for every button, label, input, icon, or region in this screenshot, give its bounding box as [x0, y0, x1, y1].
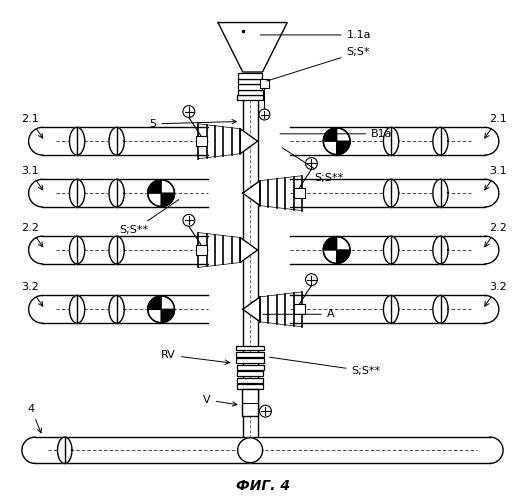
Text: 3.2: 3.2 [485, 282, 507, 306]
Polygon shape [433, 180, 448, 207]
Text: 4: 4 [28, 404, 41, 433]
Polygon shape [43, 296, 208, 323]
Polygon shape [433, 236, 448, 264]
Text: 2.1: 2.1 [485, 114, 507, 138]
Polygon shape [161, 310, 174, 322]
Polygon shape [243, 180, 260, 206]
Text: 2.1: 2.1 [21, 114, 43, 138]
Text: B1a: B1a [280, 129, 393, 139]
Circle shape [306, 274, 318, 285]
Circle shape [323, 128, 350, 154]
Polygon shape [69, 128, 85, 155]
Bar [236, 346, 265, 350]
Bar [293, 304, 304, 314]
Polygon shape [290, 128, 485, 155]
Text: 3.1: 3.1 [485, 166, 507, 190]
Polygon shape [383, 236, 398, 264]
Bar [236, 358, 264, 363]
Polygon shape [290, 180, 485, 207]
Polygon shape [383, 180, 398, 207]
Bar [237, 384, 263, 389]
Polygon shape [29, 180, 43, 207]
Polygon shape [240, 238, 258, 262]
Polygon shape [485, 180, 499, 207]
Polygon shape [433, 128, 448, 155]
Text: S;S**: S;S** [119, 200, 178, 235]
Polygon shape [485, 296, 499, 323]
Polygon shape [161, 193, 174, 206]
Circle shape [148, 296, 174, 322]
Polygon shape [323, 236, 337, 250]
Circle shape [148, 180, 174, 206]
Polygon shape [29, 128, 43, 155]
Polygon shape [58, 437, 72, 464]
Bar [238, 84, 262, 89]
Polygon shape [337, 141, 350, 154]
Circle shape [259, 406, 271, 417]
Polygon shape [383, 128, 398, 155]
Polygon shape [238, 438, 262, 462]
Text: S;S*: S;S* [267, 47, 370, 81]
Polygon shape [485, 236, 499, 264]
Polygon shape [243, 297, 260, 322]
Polygon shape [109, 180, 124, 207]
Circle shape [306, 158, 318, 170]
Polygon shape [290, 236, 485, 264]
Text: 1.1a: 1.1a [260, 30, 371, 40]
Polygon shape [485, 128, 499, 155]
Polygon shape [43, 128, 208, 155]
Polygon shape [109, 296, 124, 323]
Polygon shape [109, 128, 124, 155]
Text: ФИГ. 4: ФИГ. 4 [236, 480, 289, 494]
Bar [236, 352, 264, 357]
Bar [260, 80, 269, 88]
Polygon shape [290, 296, 485, 323]
Bar [237, 90, 262, 95]
Polygon shape [29, 236, 43, 264]
Bar [237, 365, 264, 370]
Polygon shape [243, 74, 258, 443]
Bar [293, 188, 304, 198]
Polygon shape [148, 180, 161, 193]
Polygon shape [29, 296, 43, 323]
Circle shape [259, 109, 270, 120]
Polygon shape [22, 437, 35, 464]
Bar [237, 95, 263, 100]
Bar [238, 73, 262, 78]
Text: 5: 5 [149, 119, 236, 129]
Bar [196, 245, 207, 255]
Polygon shape [383, 296, 398, 323]
Polygon shape [69, 180, 85, 207]
Text: A: A [263, 310, 334, 320]
Bar [196, 136, 207, 146]
Polygon shape [35, 437, 490, 464]
Circle shape [323, 236, 350, 264]
Circle shape [183, 106, 195, 118]
Text: V: V [203, 395, 237, 406]
Polygon shape [433, 296, 448, 323]
Polygon shape [218, 22, 287, 72]
Text: 2.2: 2.2 [485, 223, 507, 247]
Text: 2.2: 2.2 [20, 223, 43, 247]
Text: S;S**: S;S** [282, 148, 344, 184]
Text: 3.1: 3.1 [21, 166, 43, 190]
Text: RV: RV [161, 350, 229, 364]
Polygon shape [69, 236, 85, 264]
Polygon shape [43, 236, 208, 264]
Polygon shape [148, 296, 161, 310]
Bar [238, 78, 262, 84]
Bar [242, 389, 258, 416]
Polygon shape [69, 296, 85, 323]
Circle shape [183, 214, 195, 226]
Text: 3.2: 3.2 [21, 282, 43, 306]
Polygon shape [240, 129, 258, 154]
Polygon shape [109, 236, 124, 264]
Text: S;S**: S;S** [270, 357, 381, 376]
Polygon shape [337, 250, 350, 264]
Bar [237, 378, 263, 382]
Polygon shape [323, 128, 337, 141]
Polygon shape [490, 437, 503, 464]
Bar [237, 372, 264, 376]
Polygon shape [43, 180, 208, 207]
